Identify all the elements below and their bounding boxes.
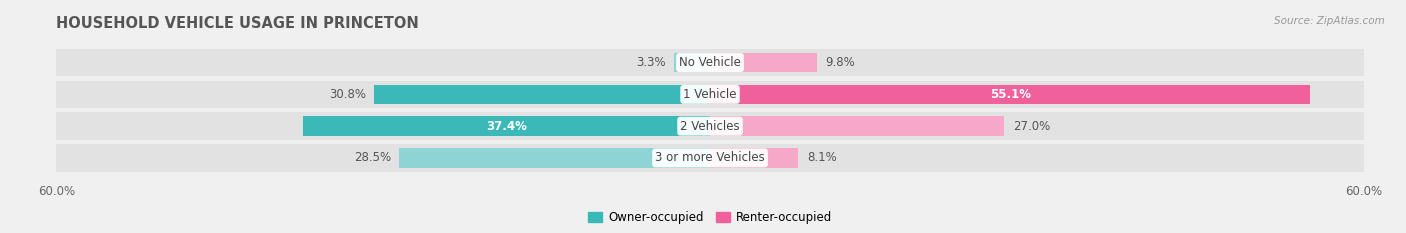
Bar	[56, 144, 1364, 172]
Text: 8.1%: 8.1%	[807, 151, 837, 164]
Text: 9.8%: 9.8%	[825, 56, 855, 69]
Legend: Owner-occupied, Renter-occupied: Owner-occupied, Renter-occupied	[583, 206, 837, 229]
Text: HOUSEHOLD VEHICLE USAGE IN PRINCETON: HOUSEHOLD VEHICLE USAGE IN PRINCETON	[56, 16, 419, 31]
Bar	[374, 85, 710, 104]
Text: 30.8%: 30.8%	[329, 88, 366, 101]
Text: 55.1%: 55.1%	[990, 88, 1031, 101]
Bar	[56, 112, 1364, 140]
Text: 28.5%: 28.5%	[354, 151, 391, 164]
Text: 1 Vehicle: 1 Vehicle	[683, 88, 737, 101]
Text: 2 Vehicles: 2 Vehicles	[681, 120, 740, 133]
Bar	[710, 85, 1310, 104]
Text: 3 or more Vehicles: 3 or more Vehicles	[655, 151, 765, 164]
Bar	[710, 116, 1004, 136]
Bar	[710, 53, 817, 72]
Text: Source: ZipAtlas.com: Source: ZipAtlas.com	[1274, 16, 1385, 26]
Text: 37.4%: 37.4%	[486, 120, 527, 133]
Text: 3.3%: 3.3%	[636, 56, 665, 69]
Bar	[56, 81, 1364, 108]
Bar	[710, 148, 799, 168]
Text: No Vehicle: No Vehicle	[679, 56, 741, 69]
Bar	[302, 116, 710, 136]
Bar	[56, 49, 1364, 76]
Text: 27.0%: 27.0%	[1012, 120, 1050, 133]
Bar	[399, 148, 710, 168]
Bar	[673, 53, 710, 72]
